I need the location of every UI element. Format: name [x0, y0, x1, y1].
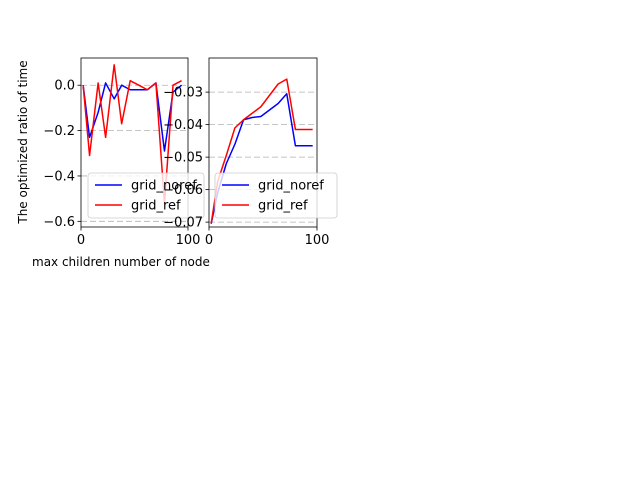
x-tick-label: 0 [205, 233, 213, 248]
axes-frame [80, 57, 189, 228]
legend-label: grid_ref [258, 199, 308, 214]
y-tick-label: −0.04 [163, 118, 203, 133]
figure-xlabel: max children number of node [32, 255, 210, 269]
y-tick-label: −0.06 [163, 183, 203, 198]
legend: grid_noref grid_ref [214, 172, 338, 219]
y-tick-label: −0.6 [43, 215, 75, 230]
y-tick-label: −0.07 [163, 216, 203, 231]
y-tick-label: −0.4 [43, 169, 75, 184]
y-tick-label: −0.03 [163, 86, 203, 101]
legend-label: grid_noref [258, 179, 324, 194]
series-line-grid_ref [210, 78, 313, 224]
y-tick-label: −0.2 [43, 124, 75, 139]
chart-panel-2: −0.03−0.04−0.05−0.06−0.070 100grid_norefg… [163, 57, 338, 248]
x-tick-label: 100 [305, 233, 330, 248]
figure-ylabel: The optimized ratio of time [16, 60, 30, 224]
legend: grid_noref grid_ref [87, 172, 205, 219]
legend-label: grid_ref [131, 199, 181, 214]
axes-frame [208, 57, 318, 228]
series-line-grid_noref [82, 82, 183, 152]
x-tick-label: 0 [77, 233, 85, 248]
y-tick-label: −0.05 [163, 151, 203, 166]
chart-panel-1: 0.0 −0.2 −0.4 −0.60 100 grid_noref grid_ref [43, 57, 205, 248]
legend-label: grid_noref [131, 179, 197, 194]
x-tick-label: 100 [176, 233, 201, 248]
y-tick-label: 0.0 [54, 79, 75, 94]
series-line-grid_noref [210, 93, 313, 224]
